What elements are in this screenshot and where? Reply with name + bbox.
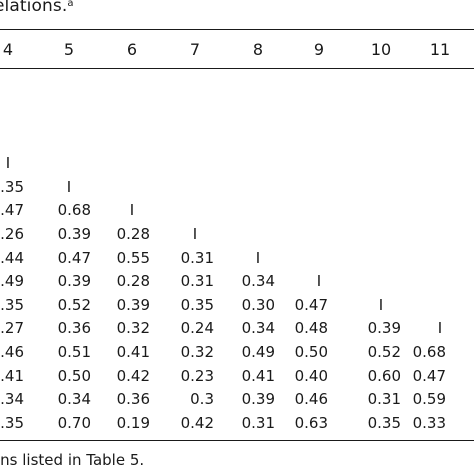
table-cell: 0.55 bbox=[116, 249, 150, 267]
table-cell: 0.63 bbox=[294, 414, 328, 432]
table-cell: 0.47 bbox=[294, 296, 328, 314]
table-cell: I bbox=[255, 249, 261, 267]
table-cell: 0.70 bbox=[57, 414, 91, 432]
table-cell: 0.31 bbox=[367, 390, 401, 408]
table-cell: .35 bbox=[0, 414, 24, 432]
column-header: 6 bbox=[126, 40, 138, 59]
column-header: 8 bbox=[252, 40, 264, 59]
caption-text: elations. bbox=[0, 0, 68, 16]
table-cell: I bbox=[66, 178, 72, 196]
table-cell: 0.47 bbox=[57, 249, 91, 267]
table-cell: 0.47 bbox=[412, 367, 446, 385]
table-cell: 0.36 bbox=[116, 390, 150, 408]
table-cell: 0.28 bbox=[116, 272, 150, 290]
table-cell: 0.50 bbox=[294, 343, 328, 361]
caption-footnote-marker: a bbox=[67, 0, 74, 9]
column-header: 11 bbox=[429, 40, 451, 59]
column-header: 7 bbox=[189, 40, 201, 59]
table-top-rule bbox=[0, 29, 474, 30]
table-cell: 0.49 bbox=[241, 343, 275, 361]
table-cell: 0.39 bbox=[57, 225, 91, 243]
table-cell: 0.50 bbox=[57, 367, 91, 385]
table-cell: I bbox=[5, 154, 11, 172]
table-cell: I bbox=[437, 319, 443, 337]
table-cell: 0.31 bbox=[180, 272, 214, 290]
table-cell: 0.34 bbox=[241, 272, 275, 290]
table-cell: 0.39 bbox=[57, 272, 91, 290]
table-cell: I bbox=[316, 272, 322, 290]
table-cell: 0.42 bbox=[116, 367, 150, 385]
table-cell: 0.31 bbox=[241, 414, 275, 432]
table-cell: 0.68 bbox=[412, 343, 446, 361]
table-cell: 0.41 bbox=[116, 343, 150, 361]
table-cell: 0.42 bbox=[180, 414, 214, 432]
column-header: 5 bbox=[63, 40, 75, 59]
table-cell: 0.48 bbox=[294, 319, 328, 337]
table-cell: 0.40 bbox=[294, 367, 328, 385]
table-cell: .27 bbox=[0, 319, 24, 337]
table-cell: 0.34 bbox=[57, 390, 91, 408]
table-cell: 0.3 bbox=[190, 390, 214, 408]
column-header: 4 bbox=[2, 40, 14, 59]
table-cell: 0.46 bbox=[294, 390, 328, 408]
table-cell: 0.28 bbox=[116, 225, 150, 243]
table-cell: I bbox=[129, 201, 135, 219]
table-cell: I bbox=[378, 296, 384, 314]
table-cell: .35 bbox=[0, 296, 24, 314]
table-cell: 0.41 bbox=[241, 367, 275, 385]
column-header: 10 bbox=[370, 40, 392, 59]
table-cell: 0.34 bbox=[241, 319, 275, 337]
table-cell: 0.36 bbox=[57, 319, 91, 337]
table-cell: 0.59 bbox=[412, 390, 446, 408]
table-cell: I bbox=[192, 225, 198, 243]
table-cell: 0.52 bbox=[57, 296, 91, 314]
table-cell: .46 bbox=[0, 343, 24, 361]
table-cell: 0.19 bbox=[116, 414, 150, 432]
table-cell: .34 bbox=[0, 390, 24, 408]
table-cell: 0.39 bbox=[367, 319, 401, 337]
table-caption: elations.a bbox=[0, 0, 74, 16]
table-cell: .35 bbox=[0, 178, 24, 196]
table-cell: .26 bbox=[0, 225, 24, 243]
table-cell: .44 bbox=[0, 249, 24, 267]
table-cell: 0.60 bbox=[367, 367, 401, 385]
table-cell: 0.39 bbox=[241, 390, 275, 408]
table-cell: 0.52 bbox=[367, 343, 401, 361]
table-cell: 0.33 bbox=[412, 414, 446, 432]
table-bottom-rule bbox=[0, 440, 474, 441]
table-cell: 0.51 bbox=[57, 343, 91, 361]
table-cell: 0.35 bbox=[367, 414, 401, 432]
column-header: 9 bbox=[313, 40, 325, 59]
table-cell: 0.39 bbox=[116, 296, 150, 314]
table-header-rule bbox=[0, 68, 474, 69]
table-cell: .49 bbox=[0, 272, 24, 290]
table-cell: .47 bbox=[0, 201, 24, 219]
table-cell: 0.23 bbox=[180, 367, 214, 385]
table-footnote: ons listed in Table 5. bbox=[0, 451, 145, 469]
table-cell: 0.24 bbox=[180, 319, 214, 337]
table-cell: 0.30 bbox=[241, 296, 275, 314]
table-cell: 0.35 bbox=[180, 296, 214, 314]
table-cell: 0.31 bbox=[180, 249, 214, 267]
table-cell: 0.32 bbox=[116, 319, 150, 337]
table-cell: 0.68 bbox=[57, 201, 91, 219]
table-cell: 0.32 bbox=[180, 343, 214, 361]
table-cell: .41 bbox=[0, 367, 24, 385]
